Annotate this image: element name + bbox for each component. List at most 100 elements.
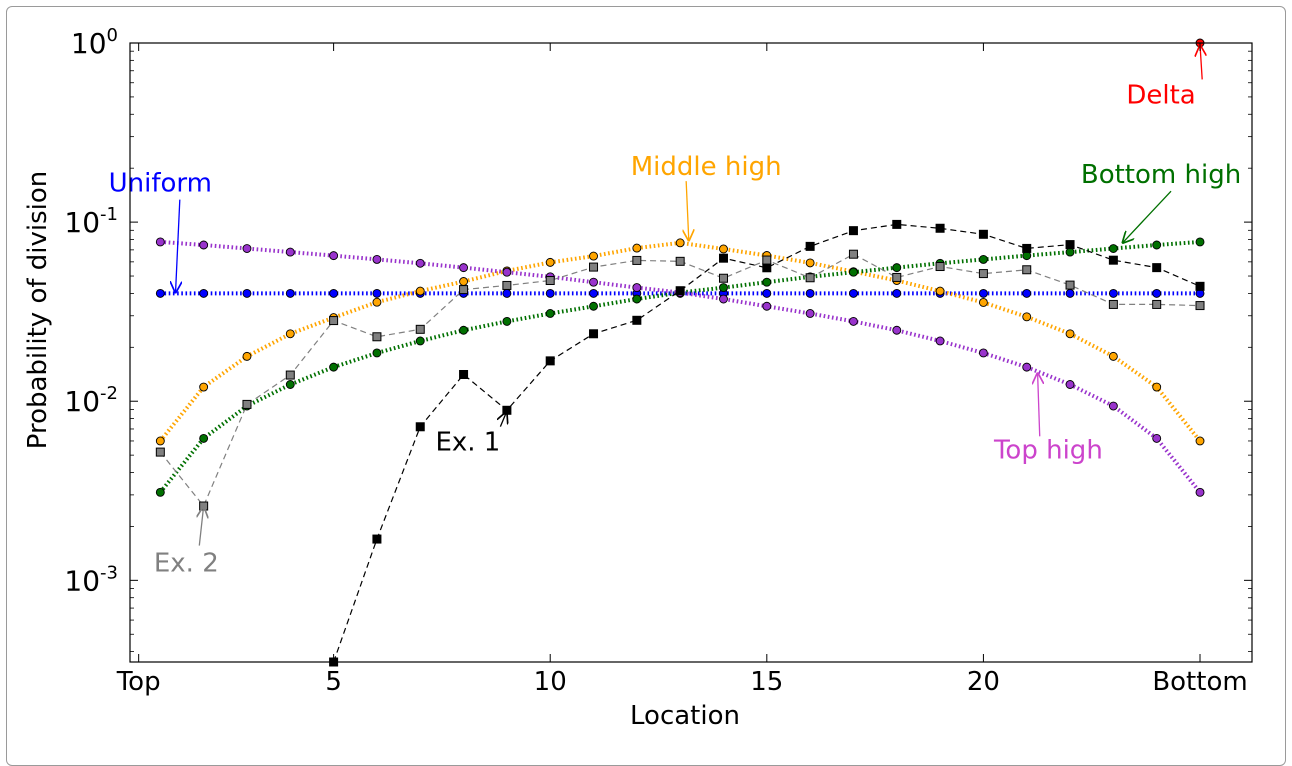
point-top-high-23: [1108, 401, 1118, 411]
point-ex-1-18: [892, 219, 902, 229]
point-top-high-18: [892, 325, 902, 335]
point-bottom-high-17: [849, 267, 858, 277]
point-ex-2-12: [632, 255, 642, 265]
point-ex-2-21: [1022, 265, 1032, 275]
x-axis-label: Location: [630, 701, 740, 729]
point-bottom-high-14: [719, 283, 728, 293]
point-middle-high-7: [415, 286, 425, 296]
point-uniform-2: [199, 288, 209, 298]
point-ex-1-7: [415, 422, 425, 432]
point-ex-2-7: [415, 324, 425, 334]
annotation-arrow-middle-high: [686, 181, 689, 241]
point-ex-2-19: [935, 262, 945, 272]
point-uniform-18: [892, 288, 902, 298]
point-top-high-22: [1065, 380, 1075, 389]
point-top-high-8: [459, 263, 469, 273]
x-tick-label-5: 5: [325, 667, 342, 697]
point-ex-2-22: [1065, 280, 1075, 290]
point-middle-high-20: [978, 298, 988, 307]
point-top-high-9: [502, 267, 512, 277]
x-tick-label-15: 15: [750, 667, 783, 697]
axes-layer: Top 5 10 15 20 Bottom 10-3 10-2 10-1 100: [64, 25, 1253, 697]
point-ex-1-15: [762, 263, 772, 273]
marker-layer: [155, 38, 1205, 667]
point-middle-high-12: [632, 243, 642, 253]
point-middle-high-24: [1152, 382, 1162, 392]
point-ex-2-5: [329, 316, 339, 326]
point-uniform-16: [805, 288, 815, 298]
point-ex-2-6: [372, 332, 382, 342]
point-ex-1-25: [1195, 281, 1205, 291]
point-middle-high-2: [199, 382, 209, 392]
annotation-bottom-high: Bottom high: [1081, 160, 1241, 190]
point-bottom-high-1: [155, 487, 165, 497]
x-tick-label-bottom: Bottom: [1152, 667, 1247, 697]
point-ex-1-19: [935, 223, 945, 233]
point-top-high-20: [978, 348, 988, 358]
point-top-high-2: [199, 240, 209, 250]
point-ex-1-11: [589, 329, 599, 339]
point-top-high-16: [805, 309, 815, 318]
point-ex-1-14: [718, 253, 728, 263]
point-middle-high-14: [719, 244, 728, 254]
point-top-high-19: [935, 336, 945, 346]
point-ex-1-9: [502, 405, 512, 415]
point-bottom-high-12: [632, 294, 642, 304]
y-axis-label: Probability of division: [23, 171, 53, 450]
point-bottom-high-7: [415, 336, 425, 346]
point-ex-2-25: [1195, 301, 1205, 311]
point-bottom-high-9: [502, 316, 512, 326]
point-bottom-high-6: [372, 348, 382, 358]
point-bottom-high-8: [459, 325, 469, 335]
point-middle-high-16: [805, 258, 815, 268]
point-ex-2-1: [155, 447, 165, 457]
point-ex-2-17: [848, 249, 858, 259]
point-top-high-11: [589, 277, 598, 287]
point-bottom-high-22: [1065, 247, 1075, 257]
annotation-top-high: Top high: [993, 435, 1103, 465]
point-uniform-22: [1065, 288, 1075, 298]
point-ex-1-21: [1022, 243, 1032, 253]
point-top-high-15: [762, 301, 772, 311]
annotation-ex-2: Ex. 2: [154, 549, 219, 579]
point-uniform-6: [372, 288, 382, 298]
point-uniform-4: [285, 288, 295, 298]
point-bottom-high-18: [892, 263, 902, 273]
point-middle-high-3: [242, 351, 252, 361]
point-uniform-20: [978, 288, 988, 298]
point-bottom-high-2: [199, 433, 209, 443]
plot-area-frame: [129, 42, 1253, 663]
point-top-high-7: [415, 258, 425, 268]
point-middle-high-21: [1022, 312, 1032, 322]
point-uniform-11: [589, 288, 598, 298]
point-uniform-1: [155, 288, 165, 298]
point-middle-high-19: [935, 286, 945, 296]
point-ex-2-11: [589, 262, 599, 272]
point-middle-high-23: [1108, 351, 1118, 361]
point-top-high-25: [1195, 487, 1205, 497]
point-ex-2-4: [285, 370, 295, 380]
point-bottom-high-20: [978, 254, 988, 264]
point-top-high-6: [372, 254, 382, 264]
annotation-uniform: Uniform: [109, 169, 212, 199]
point-ex-2-23: [1108, 299, 1118, 309]
point-uniform-5: [329, 288, 339, 298]
point-ex-2-3: [242, 399, 252, 409]
point-top-high-3: [242, 244, 252, 253]
annotation-arrow-uniform: [175, 199, 179, 294]
x-tick-label-top: Top: [116, 667, 161, 697]
point-ex-2-15: [762, 255, 772, 265]
annotation-arrow-ex-1: [500, 411, 506, 427]
point-ex-2-16: [805, 273, 815, 283]
point-ex-1-22: [1065, 240, 1075, 250]
point-bottom-high-10: [545, 309, 555, 318]
point-ex-2-14: [718, 273, 728, 283]
point-top-high-21: [1022, 362, 1032, 372]
point-ex-2-8: [459, 285, 469, 295]
annotation-arrow-ex-2: [199, 506, 203, 546]
point-middle-high-8: [459, 277, 469, 286]
point-middle-high-25: [1195, 436, 1205, 446]
point-top-high-5: [329, 251, 339, 261]
point-uniform-17: [849, 288, 858, 298]
point-uniform-23: [1108, 288, 1118, 298]
